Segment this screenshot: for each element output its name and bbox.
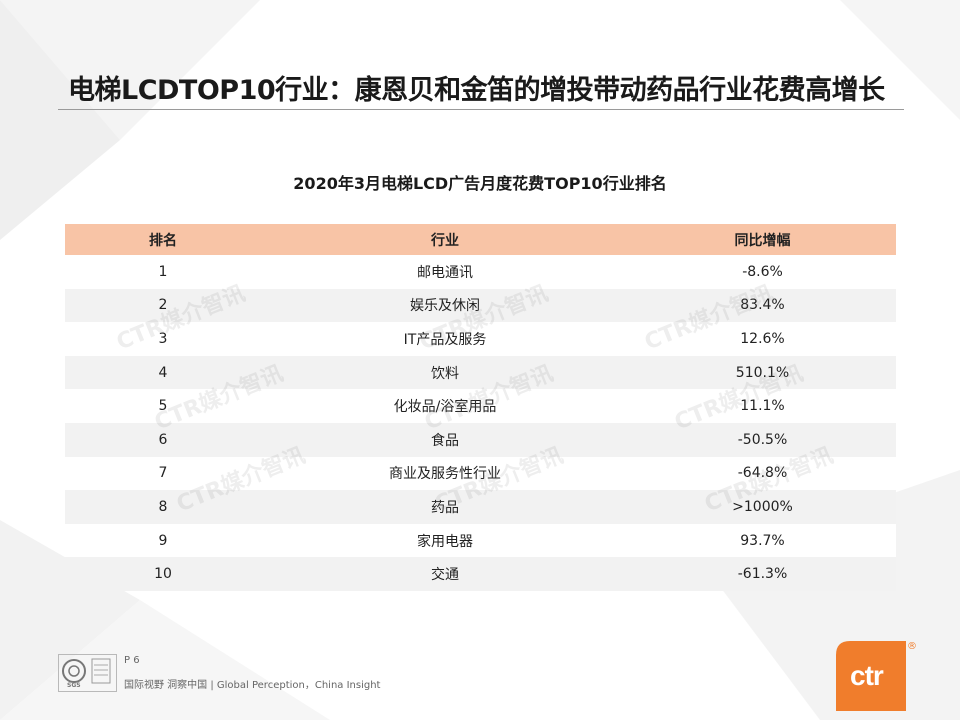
cell-change: 93.7% <box>629 523 896 558</box>
cell-change: -50.5% <box>629 422 896 457</box>
page-number: P 6 <box>124 655 140 666</box>
cell-rank: 5 <box>65 389 261 423</box>
cell-change: 510.1% <box>629 355 896 390</box>
table-row: 2 娱乐及休闲 83.4% <box>65 288 896 323</box>
table-row: 1 邮电通讯 -8.6% <box>65 255 896 289</box>
table-row: 4 饮料 510.1% <box>65 355 896 390</box>
header-change: 同比增幅 <box>629 224 896 255</box>
cell-change: -61.3% <box>629 557 896 591</box>
table-caption: 2020年3月电梯LCD广告月度花费TOP10行业排名 <box>293 174 667 193</box>
cell-change: 12.6% <box>629 322 896 356</box>
cell-rank: 10 <box>65 557 261 591</box>
table-row: 6 食品 -50.5% <box>65 422 896 457</box>
table-header-row: 排名 行业 同比增幅 <box>65 224 896 255</box>
cell-rank: 8 <box>65 490 261 524</box>
cell-rank: 6 <box>65 422 261 457</box>
table-row: 9 家用电器 93.7% <box>65 523 896 558</box>
certification-seal-icon <box>62 658 111 684</box>
cert-label: SGS <box>67 682 81 689</box>
cell-change: 11.1% <box>629 389 896 423</box>
table-row: 10 交通 -61.3% <box>65 557 896 591</box>
header-rank: 排名 <box>65 224 261 255</box>
table-row: 7 商业及服务性行业 -64.8% <box>65 456 896 491</box>
header-industry: 行业 <box>261 224 629 255</box>
cell-industry: 交通 <box>261 557 629 591</box>
table-row: 3 IT产品及服务 12.6% <box>65 322 896 356</box>
cell-industry: 药品 <box>261 490 629 524</box>
cell-industry: 化妆品/浴室用品 <box>261 389 629 423</box>
cell-industry: 饮料 <box>261 355 629 390</box>
cell-change: 83.4% <box>629 288 896 323</box>
cell-industry: 家用电器 <box>261 523 629 558</box>
cell-rank: 7 <box>65 456 261 491</box>
registered-mark: ® <box>907 641 917 652</box>
cell-industry: 食品 <box>261 422 629 457</box>
table-row: 8 药品 >1000% <box>65 490 896 524</box>
page-title: 电梯LCDTOP10行业：康恩贝和金笛的增投带动药品行业花费高增长 <box>68 75 885 106</box>
cell-rank: 4 <box>65 355 261 390</box>
certification-logos: SGS <box>58 654 117 692</box>
cell-rank: 9 <box>65 523 261 558</box>
cell-rank: 1 <box>65 255 261 289</box>
footer-slogan: 国际视野 洞察中国 | Global Perception，China Insi… <box>124 680 381 691</box>
cell-industry: 娱乐及休闲 <box>261 288 629 323</box>
cell-industry: IT产品及服务 <box>261 322 629 356</box>
ctr-logo-icon <box>836 641 906 711</box>
cell-industry: 邮电通讯 <box>261 255 629 289</box>
cell-rank: 2 <box>65 288 261 323</box>
table-row: 5 化妆品/浴室用品 11.1% <box>65 389 896 423</box>
ranking-table: 排名 行业 同比增幅 1 邮电通讯 -8.6% 2 娱乐及休闲 83.4% 3 … <box>65 224 896 591</box>
cell-change: >1000% <box>629 490 896 524</box>
cell-rank: 3 <box>65 322 261 356</box>
cell-change: -8.6% <box>629 255 896 289</box>
cell-industry: 商业及服务性行业 <box>261 456 629 491</box>
cell-change: -64.8% <box>629 456 896 491</box>
ctr-logo-text: ctr <box>850 660 884 691</box>
title-divider <box>58 109 904 110</box>
